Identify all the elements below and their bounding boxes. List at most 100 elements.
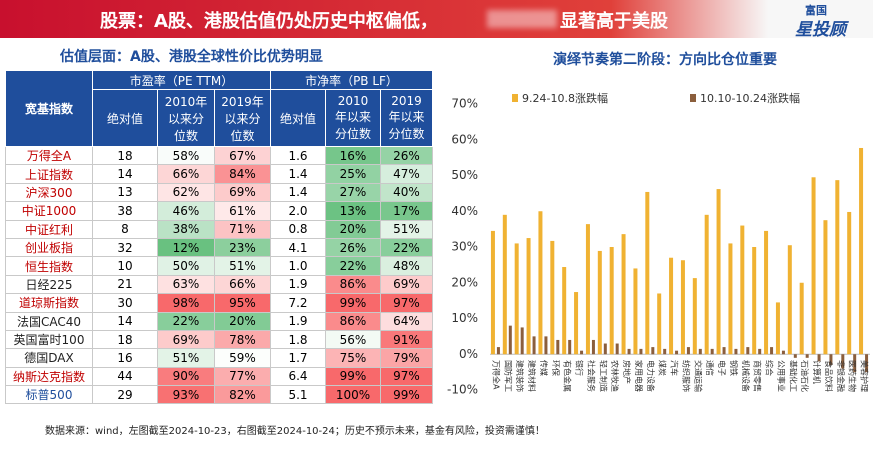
x-tick-label: 社会服务	[586, 360, 596, 392]
x-tick-label: 建筑材料	[527, 360, 537, 392]
bar	[520, 327, 524, 355]
x-tick-label: 机械设备	[741, 360, 751, 392]
table-cell: 63%	[157, 274, 215, 295]
header-cell: 绝对值	[270, 89, 326, 147]
table-cell: 61%	[214, 201, 271, 221]
table-cell: 5.1	[270, 385, 326, 405]
bar	[734, 348, 738, 355]
bar	[508, 325, 512, 355]
title: 显著高于美股	[560, 11, 668, 32]
table-row: 创业板指 32 12% 23% 4.1 26% 22%	[5, 237, 433, 258]
bar	[639, 348, 643, 355]
bar	[781, 350, 785, 355]
bar	[544, 336, 548, 355]
bar	[770, 347, 774, 355]
table-cell: 75%	[325, 348, 381, 368]
bar	[692, 278, 697, 355]
x-tick-label: 医药生物	[848, 360, 858, 392]
bar	[633, 268, 638, 355]
x-tick-label: 纺织服饰	[681, 360, 691, 392]
bar	[716, 189, 721, 355]
bar	[657, 293, 662, 355]
table-cell: 51%	[380, 219, 433, 239]
bar	[568, 339, 572, 355]
table-cell: 4.1	[270, 237, 326, 258]
bar	[686, 347, 690, 355]
y-tick-label: 10%	[451, 311, 478, 325]
bar	[490, 230, 495, 355]
x-tick-label: 银行	[575, 360, 585, 376]
header-cell: 绝对值	[92, 89, 158, 147]
logo: 星投顾	[795, 20, 846, 40]
x-tick-label: 综合	[765, 360, 775, 376]
bar	[669, 257, 674, 355]
x-tick-label: 万得全A	[491, 360, 501, 390]
table-cell: 91%	[380, 329, 433, 350]
blur	[487, 10, 557, 28]
y-tick-label: 70%	[451, 97, 478, 111]
table-cell: 86%	[325, 311, 381, 331]
x-tick-label: 钢铁	[729, 360, 739, 376]
bar	[710, 348, 714, 355]
index-name: 道琼斯指数	[5, 293, 93, 313]
table-cell: 99%	[380, 385, 433, 405]
table-cell: 27%	[325, 182, 381, 203]
table-cell: 17%	[380, 201, 433, 221]
bar	[615, 343, 619, 355]
bar	[550, 240, 555, 355]
bar	[758, 348, 762, 355]
table-cell: 69%	[380, 274, 433, 295]
x-tick-label: 环保	[551, 360, 561, 376]
index-name: 日经225	[5, 274, 93, 295]
table-cell: 71%	[214, 219, 271, 239]
header-cell: 2010年以来分位数	[325, 89, 381, 147]
bar	[580, 350, 584, 355]
table-cell: 47%	[380, 164, 433, 184]
header-cell: 2019年以来分位数	[380, 89, 433, 147]
bar	[651, 347, 655, 355]
bar	[787, 245, 792, 355]
x-tick-label: 电子	[717, 360, 727, 376]
table-cell: 56%	[325, 329, 381, 350]
table-row: 法国CAC40 14 22% 20% 1.9 86% 64%	[5, 311, 433, 331]
table-cell: 16	[92, 348, 158, 368]
bar	[675, 350, 679, 355]
bar	[585, 224, 590, 355]
table-cell: 93%	[157, 385, 215, 405]
x-tick-label: 美容护理	[860, 360, 870, 392]
y-tick-label: -10%	[447, 383, 478, 397]
bar	[799, 282, 804, 355]
table: 宽基指数 市盈率（PE TTM） 市净率（PB LF） 绝对值 2010年以来分位数 20…	[5, 70, 433, 405]
bar	[645, 191, 650, 355]
legend-label: 9.24-10.8涨跌幅	[522, 91, 608, 105]
bar	[853, 354, 857, 373]
x-tick-label: 电力设备	[646, 360, 656, 392]
x-tick-label: 公用事业	[776, 360, 786, 392]
y-tick-label: 60%	[451, 132, 478, 146]
bar	[859, 147, 864, 355]
table-row: 万得全A 18 58% 67% 1.6 16% 26%	[5, 145, 433, 166]
bar	[740, 225, 745, 355]
index-name: 纳斯达克指数	[5, 366, 93, 387]
x-tick-label: 石油石化	[800, 360, 810, 392]
table-cell: 46%	[157, 201, 215, 221]
header-row: 绝对值 2010年以来分位数 2019年以来分位数 绝对值 2010年以来分位数 2019…	[6, 89, 433, 147]
bar	[835, 180, 840, 355]
title: 股票：A股、港股估值仍处历史中枢偏低，	[100, 11, 438, 32]
table-cell: 100%	[325, 385, 381, 405]
table-cell: 97%	[380, 366, 433, 387]
bar	[805, 354, 809, 358]
legend-label: 10.10-10.24涨跌幅	[700, 91, 800, 105]
bar	[847, 211, 852, 355]
bar	[817, 354, 821, 362]
y-tick-label: 30%	[451, 240, 478, 254]
bar	[722, 347, 726, 355]
table-cell: 64%	[380, 311, 433, 331]
table-cell: 66%	[214, 274, 271, 295]
table-cell: 67%	[214, 145, 271, 166]
legend-swatch	[512, 94, 518, 102]
legend-swatch	[690, 94, 696, 102]
table-cell: 20%	[325, 219, 381, 239]
table-cell: 16%	[325, 145, 381, 166]
